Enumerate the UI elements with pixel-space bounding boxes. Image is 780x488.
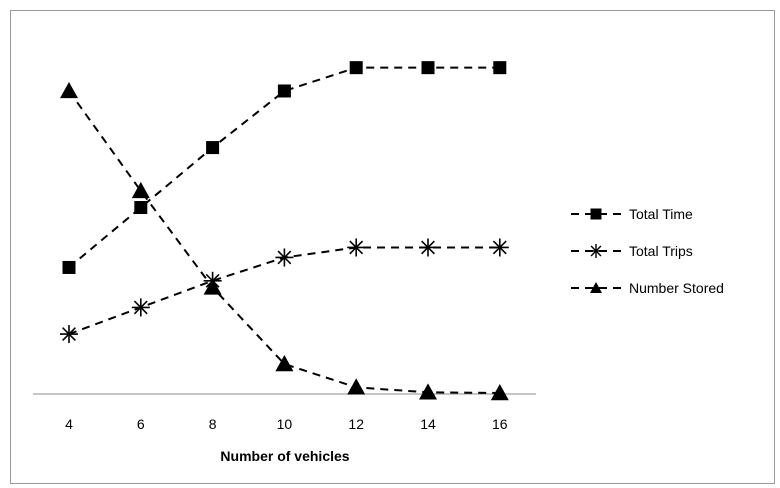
series-point-1	[275, 248, 294, 267]
legend-marker	[590, 208, 602, 220]
x-tick-label: 12	[348, 416, 364, 432]
series-line-0	[68, 66, 500, 269]
legend-label: Number Stored	[629, 280, 724, 296]
x-tick-label: 10	[277, 416, 293, 432]
legend-label: Total Trips	[629, 243, 693, 259]
x-tick-label: 4	[65, 416, 73, 432]
series-point-2	[60, 81, 78, 99]
series-point-1	[60, 325, 78, 344]
line-chart: 4 6 8 10 12 14 16 Total Time Total Trips Number …	[33, 61, 724, 464]
legend-marker	[590, 282, 602, 293]
series-point-0	[421, 61, 435, 75]
series-point-1	[347, 238, 366, 257]
series-point-0	[62, 260, 76, 274]
x-axis-label: Number of vehicles	[220, 448, 349, 464]
series-point-2	[131, 181, 150, 199]
series-point-0	[134, 201, 148, 215]
series-point-0	[349, 61, 363, 75]
series-point-2	[275, 355, 294, 372]
series-point-2	[347, 378, 366, 395]
series-point-0	[277, 84, 291, 98]
legend-entry: Total Trips	[571, 243, 693, 259]
series-point-2	[490, 384, 509, 401]
series-line-2	[68, 90, 500, 395]
legend-label: Total Time	[629, 206, 693, 222]
x-tick-label: 8	[209, 416, 217, 432]
series-point-1	[419, 238, 437, 257]
legend-entry: Total Time	[571, 206, 693, 222]
series-point-2	[203, 278, 222, 295]
x-tick-label: 16	[492, 416, 508, 432]
legend-entry: Number Stored	[571, 280, 724, 296]
x-tick-label: 6	[137, 416, 145, 432]
legend-marker	[589, 244, 603, 258]
series-point-1	[490, 238, 509, 257]
x-tick-label: 14	[420, 416, 436, 432]
series-point-0	[493, 61, 507, 75]
series-point-0	[206, 141, 220, 155]
series-point-1	[131, 298, 150, 317]
series-point-2	[419, 383, 437, 400]
chart-frame: 4 6 8 10 12 14 16 Total Time Total Trips Number …	[10, 10, 775, 484]
